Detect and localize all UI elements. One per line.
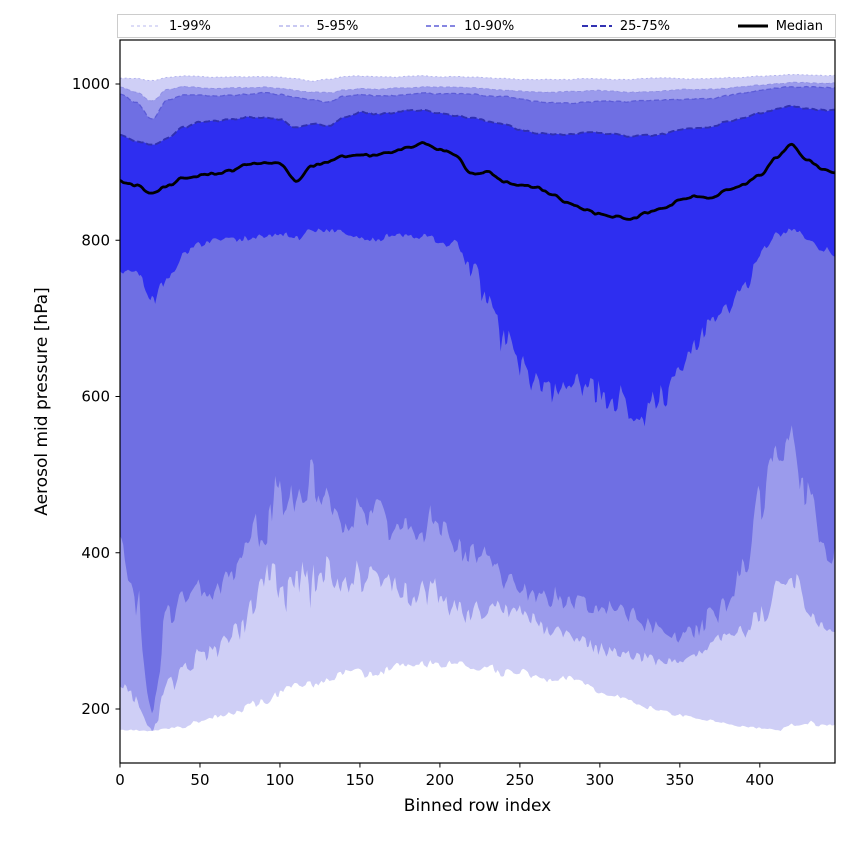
- x-tick-label: 50: [190, 771, 209, 789]
- y-tick-label: 800: [81, 231, 110, 249]
- x-tick-label: 350: [666, 771, 695, 789]
- x-tick-label: 150: [346, 771, 375, 789]
- y-tick-label: 600: [81, 388, 110, 406]
- median-line: [120, 141, 835, 221]
- legend-label-1-99: 1-99%: [169, 18, 211, 34]
- x-tick-label: 400: [746, 771, 775, 789]
- p99-line: [120, 74, 835, 82]
- legend-line-sample-5-95: [278, 25, 309, 27]
- x-tick-label: 0: [115, 771, 125, 789]
- legend-item-25-75: 25-75%: [581, 19, 670, 34]
- plot-area: [120, 74, 835, 732]
- band-25-75: [120, 105, 835, 427]
- chart-legend: 1-99% 5-95% 10-90% 25-75% Median: [117, 14, 836, 38]
- y-tick-label: 200: [81, 700, 110, 718]
- p95-line: [120, 81, 835, 102]
- legend-item-1-99: 1-99%: [130, 19, 211, 34]
- x-tick-label: 250: [506, 771, 535, 789]
- legend-label-25-75: 25-75%: [619, 18, 671, 34]
- y-tick-label: 1000: [72, 75, 110, 93]
- legend-line-sample-1-99: [131, 25, 161, 27]
- axes-frame: [119, 39, 836, 764]
- x-tick-label: 300: [586, 771, 615, 789]
- p90-line: [120, 85, 835, 120]
- legend-item-median: Median: [737, 19, 823, 34]
- x-tick-label: 100: [266, 771, 295, 789]
- legend-item-5-95: 5-95%: [278, 18, 359, 34]
- legend-line-sample-10-90: [426, 25, 457, 27]
- legend-item-10-90: 10-90%: [425, 19, 514, 34]
- legend-label-5-95: 5-95%: [316, 18, 359, 34]
- x-tick-label: 200: [426, 771, 455, 789]
- legend-label-median: Median: [775, 18, 823, 34]
- legend-line-sample-25-75: [581, 25, 612, 27]
- y-tick-label: 400: [81, 544, 110, 562]
- legend-label-10-90: 10-90%: [464, 18, 515, 34]
- axis-ticks: 0 50 100 150 200 250 300 350 400 200 400 600 800 1000: [72, 75, 774, 789]
- p75-line: [120, 104, 835, 146]
- x-axis-label: Binned row index: [404, 796, 551, 816]
- legend-line-sample-median: [737, 24, 768, 28]
- y-axis-label: Aerosol mid pressure [hPa]: [32, 287, 52, 515]
